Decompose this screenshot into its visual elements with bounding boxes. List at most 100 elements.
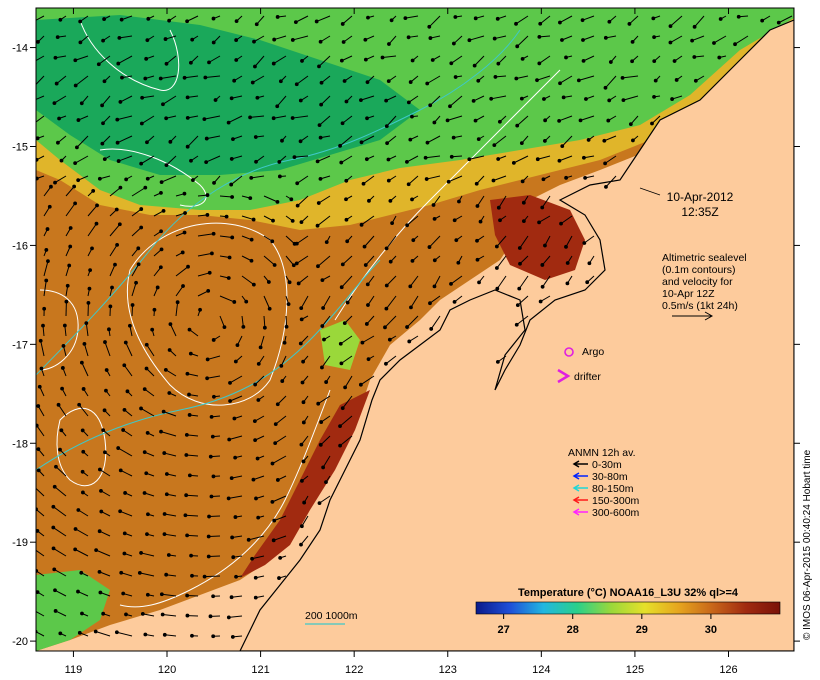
velocity-arrow-head (68, 226, 73, 230)
velocity-arrow-head (77, 630, 82, 635)
velocity-arrow-head (295, 181, 300, 186)
velocity-arrow-head (115, 243, 119, 247)
velocity-arrow-head (256, 398, 261, 402)
velocity-arrow-head (425, 140, 430, 145)
velocity-arrow-head (340, 22, 345, 26)
velocity-arrow-head (185, 593, 190, 598)
x-tick-label: 119 (65, 664, 83, 676)
velocity-arrow (55, 610, 67, 617)
velocity-arrow-head (342, 321, 347, 326)
velocity-arrow (318, 55, 331, 67)
velocity-arrow-head (341, 40, 346, 44)
velocity-arrow-head (408, 80, 413, 84)
velocity-arrow (187, 135, 199, 148)
velocity-arrow-head (168, 139, 173, 144)
velocity-arrow-head (161, 102, 165, 107)
velocity-arrow-head (118, 185, 123, 190)
velocity-arrow-head (182, 75, 187, 80)
velocity-arrow-head (672, 59, 677, 63)
velocity-arrow (40, 340, 45, 357)
velocity-arrow-head (142, 387, 147, 392)
velocity-arrow-head (338, 443, 343, 448)
velocity-arrow-head (299, 524, 304, 529)
velocity-arrow (294, 155, 309, 158)
velocity-arrow-head (561, 95, 566, 100)
velocity-arrow-head (603, 35, 608, 40)
velocity-arrow (694, 15, 705, 28)
velocity-arrow-head (497, 119, 502, 124)
velocity-arrow-head (540, 263, 545, 267)
velocity-arrow-head (36, 136, 40, 141)
velocity-arrow (58, 404, 67, 417)
y-tick-label: -17 (12, 339, 28, 351)
velocity-arrow (342, 15, 353, 25)
velocity-arrow (409, 275, 419, 287)
velocity-arrow (175, 285, 184, 297)
velocity-arrow (131, 187, 146, 197)
velocity-arrow-head (538, 299, 543, 304)
velocity-arrow-head (211, 634, 216, 639)
velocity-arrow-head (384, 283, 389, 288)
velocity-arrow (451, 55, 463, 64)
velocity-arrow (119, 35, 133, 39)
velocity-arrow-head (229, 476, 234, 481)
velocity-arrow-head (182, 191, 187, 196)
velocity-arrow (320, 435, 331, 446)
velocity-arrow (477, 195, 485, 207)
velocity-arrow-head (184, 493, 189, 498)
velocity-arrow-head (495, 16, 500, 21)
y-tick-label: -20 (12, 636, 28, 648)
velocity-arrow-head (253, 575, 258, 580)
velocity-arrow-head (540, 205, 545, 210)
velocity-arrow-head (101, 428, 106, 432)
velocity-arrow-head (543, 243, 547, 248)
velocity-arrow (186, 494, 199, 497)
velocity-arrow-head (279, 363, 284, 368)
velocity-arrow-head (52, 101, 57, 106)
velocity-arrow (341, 275, 353, 288)
velocity-arrow-head (272, 263, 277, 267)
velocity-arrow-head (519, 96, 524, 101)
velocity-arrow-head (234, 58, 239, 62)
velocity-arrow (141, 115, 155, 124)
velocity-arrow-head (159, 247, 164, 252)
velocity-arrow-head (103, 340, 107, 344)
velocity-arrow (263, 295, 271, 309)
velocity-arrow-head (144, 471, 149, 476)
velocity-arrow-head (187, 327, 192, 332)
velocity-arrow-head (275, 104, 280, 109)
velocity-arrow (339, 415, 353, 427)
anmn-arrowhead (572, 496, 580, 504)
velocity-arrow-head (159, 190, 163, 195)
velocity-arrow-head (445, 118, 450, 123)
velocity-arrow-head (140, 95, 145, 100)
velocity-arrow-head (365, 80, 370, 85)
velocity-arrow-head (384, 246, 389, 251)
velocity-arrow-head (231, 137, 235, 142)
velocity-arrow (162, 613, 177, 617)
velocity-arrow-head (146, 16, 151, 21)
velocity-arrow-head (496, 205, 501, 210)
velocity-arrow-head (363, 37, 368, 42)
velocity-arrow-head (205, 213, 210, 217)
velocity-arrow-head (254, 22, 259, 27)
velocity-arrow-head (273, 422, 278, 427)
velocity-arrow (296, 235, 309, 245)
velocity-arrow-head (449, 282, 453, 286)
velocity-arrow-head (229, 157, 234, 161)
velocity-arrow-head (231, 555, 236, 560)
velocity-arrow-head (359, 222, 364, 227)
velocity-arrow-head (144, 56, 149, 61)
velocity-arrow (363, 175, 375, 185)
velocity-arrow-head (160, 612, 165, 617)
velocity-arrow-head (209, 494, 214, 499)
velocity-arrow-head (80, 428, 85, 433)
velocity-arrow-head (301, 459, 306, 464)
velocity-arrow-head (36, 404, 41, 408)
colorbar-ticks: 27 28 29 30 (498, 614, 717, 636)
velocity-arrow (273, 55, 287, 65)
velocity-arrow-head (514, 76, 519, 81)
velocity-arrow (74, 155, 89, 164)
velocity-arrow (207, 355, 221, 360)
velocity-arrow-head (603, 161, 607, 166)
